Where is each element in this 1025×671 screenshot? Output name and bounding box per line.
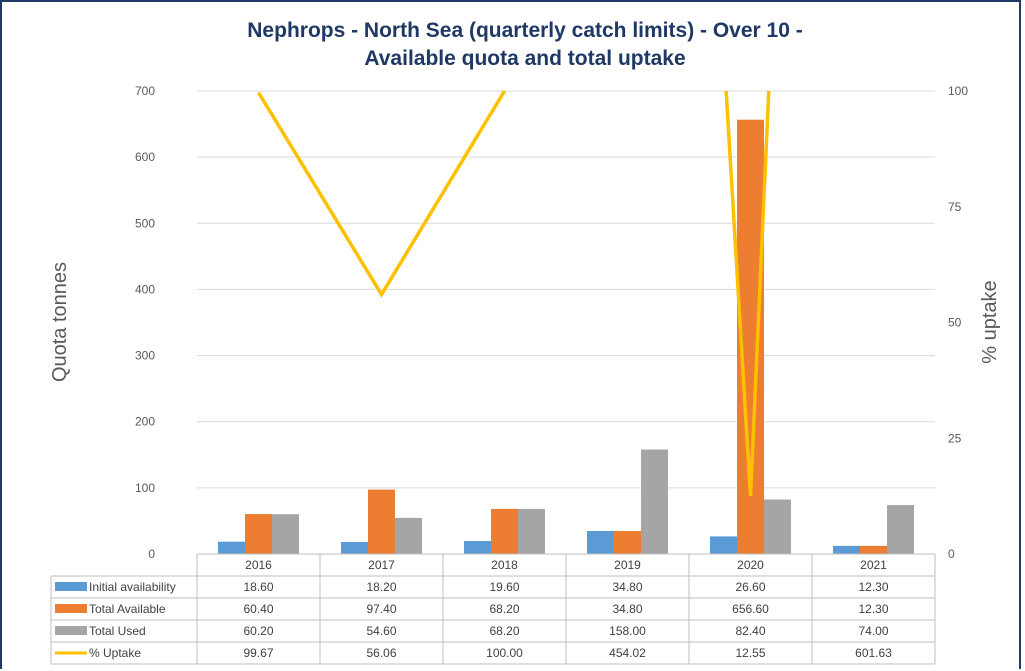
data-label: 12.30 [858, 602, 888, 616]
data-label: 97.40 [366, 602, 396, 616]
chart-title: Nephrops - North Sea (quarterly catch li… [247, 19, 802, 42]
x-tick-label: 2016 [245, 558, 272, 572]
bar-initial-availability-2016 [218, 541, 245, 554]
data-label: 454.02 [609, 646, 646, 660]
bar-total-used-2018 [518, 508, 545, 554]
bar-initial-availability-2017 [341, 541, 368, 554]
x-tick-label: 2018 [491, 558, 518, 572]
data-label: 12.30 [858, 580, 888, 594]
bar-total-available-2019 [614, 530, 641, 554]
data-label: 19.60 [489, 580, 519, 594]
data-label: 82.40 [735, 624, 765, 638]
uptake-line-path [257, 91, 771, 496]
data-label: 158.00 [609, 624, 646, 638]
bar-total-available-2016 [245, 514, 272, 554]
bar-initial-availability-2018 [464, 541, 491, 554]
bars [218, 119, 914, 555]
y2-tick-label: 75 [948, 200, 962, 214]
data-label: 68.20 [489, 602, 519, 616]
legend-key-swatch [55, 604, 87, 613]
bar-total-used-2016 [272, 514, 299, 554]
data-label: 56.06 [366, 646, 396, 660]
data-label: 74.00 [858, 624, 888, 638]
x-tick-label: 2017 [368, 558, 395, 572]
bar-total-used-2019 [641, 449, 668, 554]
y-tick-label: 500 [135, 216, 155, 230]
data-label: 34.80 [612, 602, 642, 616]
legend-key-swatch [55, 582, 87, 591]
x-tick-label: 2021 [860, 558, 887, 572]
bar-total-available-2017 [368, 489, 395, 554]
y-tick-label: 400 [135, 282, 155, 296]
y-tick-label: 600 [135, 150, 155, 164]
bar-total-available-2021 [860, 545, 887, 554]
bar-total-used-2017 [395, 517, 422, 554]
y2-tick-label: 50 [948, 316, 962, 330]
y-tick-label: 200 [135, 415, 155, 429]
data-label: 18.20 [366, 580, 396, 594]
data-label: 26.60 [735, 580, 765, 594]
y-tick-label: 700 [135, 84, 155, 98]
y2-tick-label: 0 [948, 547, 955, 561]
uptake-line [257, 91, 771, 496]
data-table: 2016 2017 2018 2019 2020 2021 Initial availabi… [50, 553, 936, 665]
legend-key-swatch [55, 626, 87, 635]
y-tick-label: 0 [148, 547, 155, 561]
data-label: 60.40 [243, 602, 273, 616]
y2-tick-label: 25 [948, 431, 962, 445]
axis-ticks: 0 100 200 300 400 500 600 700 0 25 50 75 100 [135, 84, 968, 561]
y-tick-label: 100 [135, 481, 155, 495]
y2-axis-title: % uptake [979, 280, 1001, 363]
data-label: 18.60 [243, 580, 273, 594]
data-label: 54.60 [366, 624, 396, 638]
data-label: 12.55 [735, 646, 765, 660]
data-label: 68.20 [489, 624, 519, 638]
legend-label: Total Used [89, 624, 146, 638]
bar-total-available-2018 [491, 508, 518, 554]
chart-subtitle: Available quota and total uptake [364, 47, 685, 70]
data-label: 100.00 [486, 646, 523, 660]
bar-total-used-2020 [764, 499, 791, 554]
y2-tick-label: 100 [948, 84, 968, 98]
legend-label: Total Available [89, 602, 166, 616]
legend-label: % Uptake [89, 646, 141, 660]
data-label: 99.67 [243, 646, 273, 660]
bar-initial-availability-2021 [833, 545, 860, 554]
data-label: 34.80 [612, 580, 642, 594]
bar-initial-availability-2019 [587, 530, 614, 554]
data-label: 656.60 [732, 602, 769, 616]
bar-total-used-2021 [887, 505, 914, 554]
gridlines [197, 90, 935, 489]
x-tick-label: 2020 [737, 558, 764, 572]
y-axis-title: Quota tonnes [49, 262, 71, 382]
y-tick-label: 300 [135, 349, 155, 363]
data-label: 601.63 [855, 646, 892, 660]
legend-label: Initial availability [89, 580, 176, 594]
bar-initial-availability-2020 [710, 536, 737, 554]
x-tick-label: 2019 [614, 558, 641, 572]
data-label: 60.20 [243, 624, 273, 638]
